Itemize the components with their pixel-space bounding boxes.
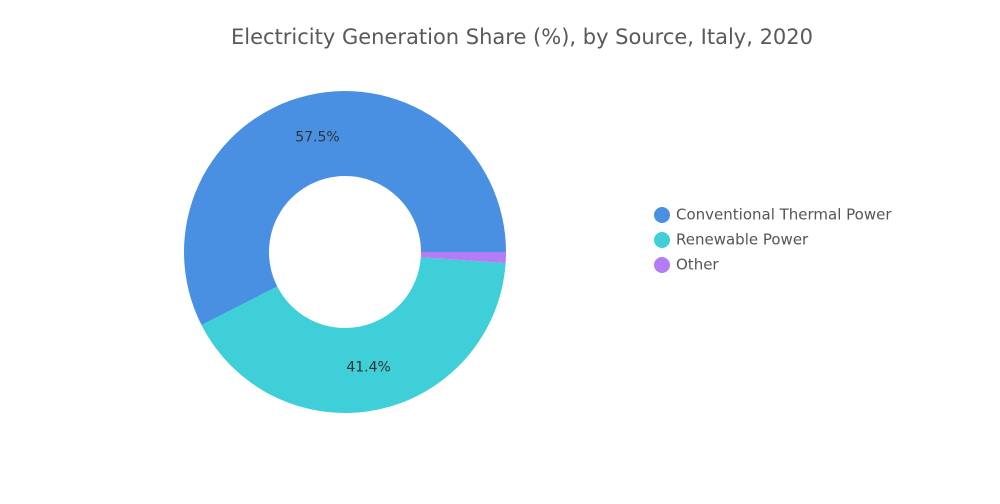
legend-label: Conventional Thermal Power — [676, 206, 892, 224]
data-label: 57.5% — [295, 129, 339, 145]
chart-title: Electricity Generation Share (%), by Sou… — [231, 25, 813, 49]
legend-swatch — [654, 257, 670, 273]
legend-label: Renewable Power — [676, 231, 809, 249]
donut-slice — [201, 257, 506, 413]
legend-swatch — [654, 207, 670, 223]
legend-swatch — [654, 232, 670, 248]
legend-label: Other — [676, 256, 719, 274]
donut-slice — [184, 91, 506, 326]
donut-slice — [420, 252, 506, 264]
data-label: 41.4% — [346, 360, 390, 376]
